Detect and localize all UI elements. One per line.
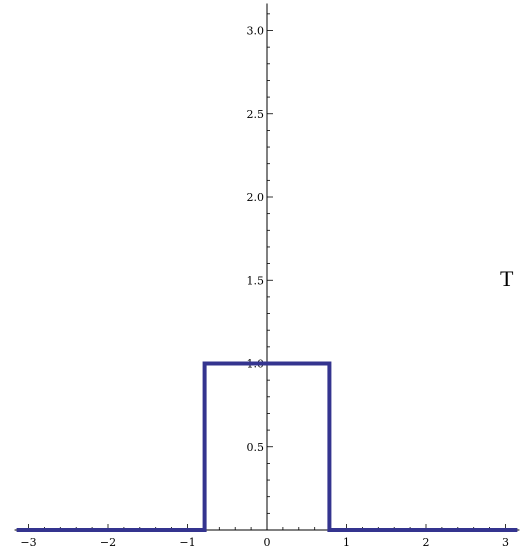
x-tick-label: 0 [264, 536, 271, 549]
axes [14, 3, 520, 531]
y-tick-label: 3.0 [247, 25, 265, 38]
annotation-label: T [500, 266, 514, 291]
series-line [16, 361, 518, 532]
y-tick-label: 1.5 [247, 274, 265, 287]
y-ticks: 0.51.01.52.02.53.0 [247, 13, 273, 514]
y-tick-label: 2.5 [247, 108, 265, 121]
series [16, 361, 518, 532]
x-tick-label: 1 [343, 536, 350, 549]
x-tick-label: −1 [179, 536, 195, 549]
x-tick-label: 3 [502, 536, 509, 549]
y-tick-label: 2.0 [247, 191, 265, 204]
x-tick-label: 2 [423, 536, 430, 549]
x-ticks: −3 −2 −1 0 1 2 3 [20, 524, 509, 549]
y-tick-label: 0.5 [247, 441, 265, 454]
x-tick-label: −2 [100, 536, 116, 549]
x-tick-label: −3 [20, 536, 36, 549]
